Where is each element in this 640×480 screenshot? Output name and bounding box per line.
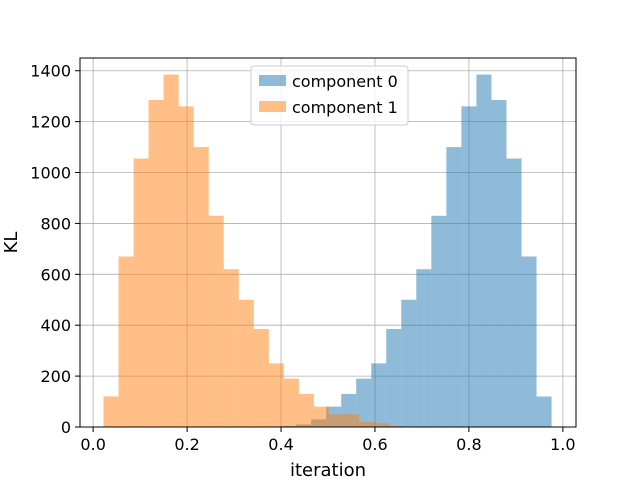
histogram-bar <box>431 215 447 427</box>
x-tick-label: 0.2 <box>174 435 199 454</box>
histogram-bar <box>283 378 299 427</box>
histogram-bars <box>103 74 552 428</box>
y-tick-label: 0 <box>61 418 71 437</box>
histogram-bar <box>386 329 402 427</box>
x-tick-label: 0.8 <box>456 435 481 454</box>
x-tick-label: 0.4 <box>268 435 293 454</box>
x-axis-label: iteration <box>290 460 366 480</box>
histogram-bar <box>476 74 492 427</box>
histogram-bar <box>253 329 269 427</box>
y-tick-label: 200 <box>40 367 71 386</box>
histogram-bar <box>208 215 224 427</box>
histogram-bar <box>178 106 194 428</box>
histogram-bar <box>148 99 164 427</box>
legend-swatch <box>259 75 286 86</box>
x-axis-ticks: 0.0 0.2 0.4 0.6 0.8 1.0 <box>80 427 576 454</box>
y-tick-label: 800 <box>40 214 71 233</box>
histogram-bar <box>313 406 329 427</box>
y-tick-label: 1200 <box>30 113 71 132</box>
histogram-bar <box>223 269 239 427</box>
histogram-bar <box>133 158 149 427</box>
y-tick-label: 600 <box>40 265 71 284</box>
y-tick-label: 400 <box>40 316 71 335</box>
axes-frame <box>79 57 577 428</box>
histogram-bar <box>416 269 432 427</box>
x-tick-label: 0.0 <box>80 435 105 454</box>
histogram-bar <box>268 363 284 427</box>
y-tick-label: 1000 <box>30 164 71 183</box>
histogram-bar <box>356 378 372 427</box>
histogram-bar <box>374 423 390 427</box>
legend-label: component 1 <box>292 98 398 117</box>
histogram-bar <box>103 396 119 427</box>
histogram-bar <box>118 256 134 427</box>
legend: component 0 component 1 <box>250 65 409 126</box>
histogram-bar <box>163 74 179 427</box>
histogram-bar <box>491 99 507 427</box>
histogram-bar <box>328 414 344 427</box>
legend-box <box>250 65 409 126</box>
legend-label: component 0 <box>292 72 398 91</box>
histogram-bar <box>446 147 462 427</box>
histogram-bar <box>371 363 387 427</box>
x-tick-label: 0.6 <box>362 435 387 454</box>
histogram-bar <box>298 393 314 427</box>
y-axis-ticks: 0 200 400 600 800 1000 1200 1400 <box>30 62 80 437</box>
histogram-bar <box>343 414 359 427</box>
series-0-bars <box>250 74 552 428</box>
y-axis-label: KL <box>1 232 22 254</box>
series-1-bars <box>103 74 405 428</box>
histogram-bar <box>238 299 254 427</box>
histogram-bar <box>536 396 552 427</box>
histogram-bar <box>461 106 477 428</box>
histogram-bar <box>506 158 522 427</box>
histogram-bar <box>389 425 405 427</box>
histogram-bar <box>521 256 537 427</box>
histogram-bar <box>193 147 209 427</box>
histogram-bar <box>401 299 417 427</box>
x-tick-label: 1.0 <box>550 435 575 454</box>
y-tick-label: 1400 <box>30 62 71 81</box>
histogram-bar <box>359 421 375 427</box>
legend-swatch <box>259 101 286 112</box>
